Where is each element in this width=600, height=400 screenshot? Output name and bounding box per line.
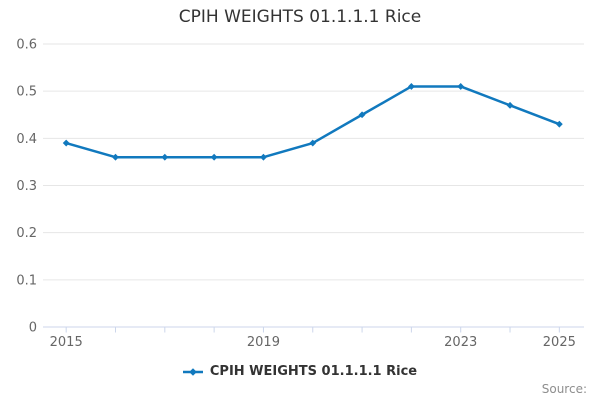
y-axis-tick-label: 0.6 xyxy=(16,38,37,53)
chart-title: CPIH WEIGHTS 01.1.1.1 Rice xyxy=(178,7,422,27)
source-credit: Source: xyxy=(541,382,587,396)
plot-area: 0 0.1 0.2 0.3 0.4 0.5 0.6 2015 2019 2023 2025 xyxy=(16,38,584,350)
data-point-marker[interactable] xyxy=(260,153,267,161)
data-point-marker[interactable] xyxy=(358,111,366,119)
legend-line-marker-icon xyxy=(182,367,203,376)
series-line xyxy=(64,85,561,159)
y-axis-tick-label: 0.5 xyxy=(16,85,37,100)
x-axis-tick-label: 2019 xyxy=(247,335,280,350)
data-point-marker[interactable] xyxy=(161,153,169,161)
y-axis-tick-label: 0 xyxy=(29,321,37,336)
data-point-marker[interactable] xyxy=(210,153,218,161)
data-point-marker[interactable] xyxy=(62,139,70,147)
data-point-marker[interactable] xyxy=(555,120,563,128)
data-point-marker[interactable] xyxy=(457,83,465,90)
x-axis-tick-label: 2023 xyxy=(444,335,477,350)
data-point-marker[interactable] xyxy=(506,101,514,109)
y-axis-tick-label: 0.1 xyxy=(16,273,37,288)
legend-label: CPIH WEIGHTS 01.1.1.1 Rice xyxy=(209,364,418,379)
data-point-marker[interactable] xyxy=(407,83,415,90)
x-axis-tick-label: 2025 xyxy=(543,335,576,350)
x-axis-tick-label: 2015 xyxy=(50,335,83,350)
y-axis-tick-label: 0.2 xyxy=(16,226,37,241)
legend-item[interactable]: CPIH WEIGHTS 01.1.1.1 Rice xyxy=(0,364,600,379)
data-point-marker[interactable] xyxy=(112,153,119,161)
y-axis-tick-label: 0.3 xyxy=(16,179,37,194)
data-point-marker[interactable] xyxy=(309,139,317,147)
y-axis-tick-label: 0.4 xyxy=(16,132,37,147)
